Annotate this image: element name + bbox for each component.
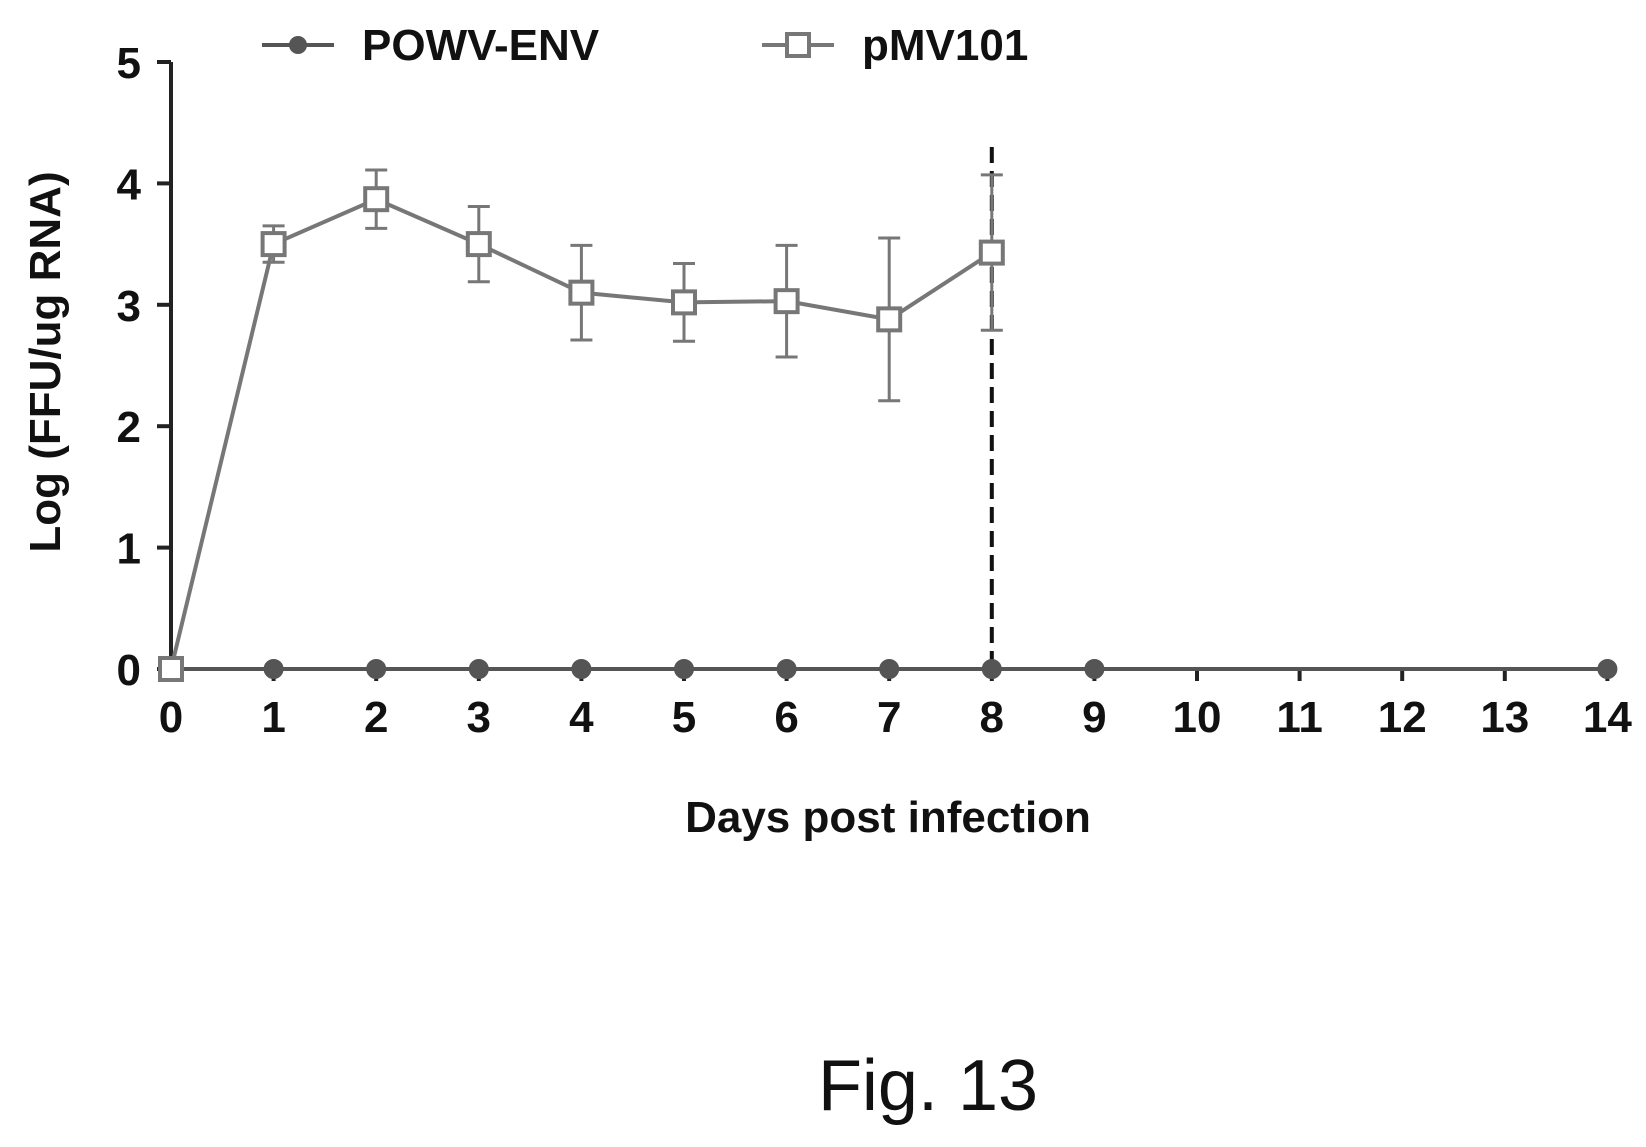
x-tick-label: 6 <box>774 693 798 742</box>
legend: POWV-ENV pMV101 <box>262 21 1028 70</box>
x-tick-label: 14 <box>1583 693 1632 742</box>
y-tick-label: 2 <box>117 403 141 452</box>
data-point <box>776 659 797 679</box>
legend-label: pMV101 <box>862 21 1028 70</box>
x-tick-label: 2 <box>364 693 388 742</box>
data-point <box>1084 659 1105 679</box>
y-axis-ticks: 0 1 2 3 4 5 <box>117 39 171 695</box>
y-axis-title: Log (FFU/ug RNA) <box>21 171 70 552</box>
data-point <box>568 279 595 306</box>
x-tick-label: 0 <box>159 693 183 742</box>
figure-caption: Fig. 13 <box>818 1046 1038 1126</box>
x-tick-label: 13 <box>1480 693 1529 742</box>
data-point <box>879 659 900 679</box>
x-tick-label: 5 <box>672 693 696 742</box>
x-axis-ticks: 0 1 2 3 4 5 6 7 8 9 10 11 12 13 14 <box>159 669 1632 742</box>
data-point <box>465 231 492 258</box>
data-point <box>158 656 184 682</box>
data-point <box>263 659 284 679</box>
data-point <box>468 659 489 679</box>
data-point <box>1597 659 1618 679</box>
legend-marker <box>289 36 307 54</box>
data-point <box>674 659 694 679</box>
y-tick-label: 5 <box>117 39 141 88</box>
x-tick-label: 4 <box>569 693 594 742</box>
legend-label: POWV-ENV <box>362 21 600 70</box>
x-axis-title: Days post infection <box>685 793 1091 842</box>
data-point <box>773 288 800 315</box>
x-tick-label: 12 <box>1378 693 1427 742</box>
y-tick-label: 1 <box>117 525 141 574</box>
x-tick-label: 10 <box>1173 693 1222 742</box>
data-point <box>363 186 390 213</box>
data-point <box>366 659 387 679</box>
x-tick-label: 11 <box>1276 693 1323 742</box>
x-tick-label: 3 <box>467 693 491 742</box>
series-pmv101 <box>158 168 1005 682</box>
x-tick-label: 9 <box>1082 693 1106 742</box>
y-tick-label: 0 <box>117 646 141 695</box>
y-tick-label: 3 <box>117 282 141 331</box>
data-point <box>978 239 1005 266</box>
y-tick-label: 4 <box>117 160 142 209</box>
data-point <box>876 306 903 333</box>
x-tick-label: 8 <box>980 693 1004 742</box>
x-tick-label: 1 <box>261 693 285 742</box>
data-point <box>981 659 1002 679</box>
data-point <box>571 659 592 679</box>
series-layer <box>158 168 1618 682</box>
x-tick-label: 7 <box>877 693 901 742</box>
legend-item: POWV-ENV <box>262 21 600 70</box>
legend-marker <box>785 32 811 58</box>
data-point <box>260 231 287 258</box>
series-powv-env <box>161 659 1618 679</box>
legend-item: pMV101 <box>762 21 1028 70</box>
data-point <box>671 289 697 316</box>
